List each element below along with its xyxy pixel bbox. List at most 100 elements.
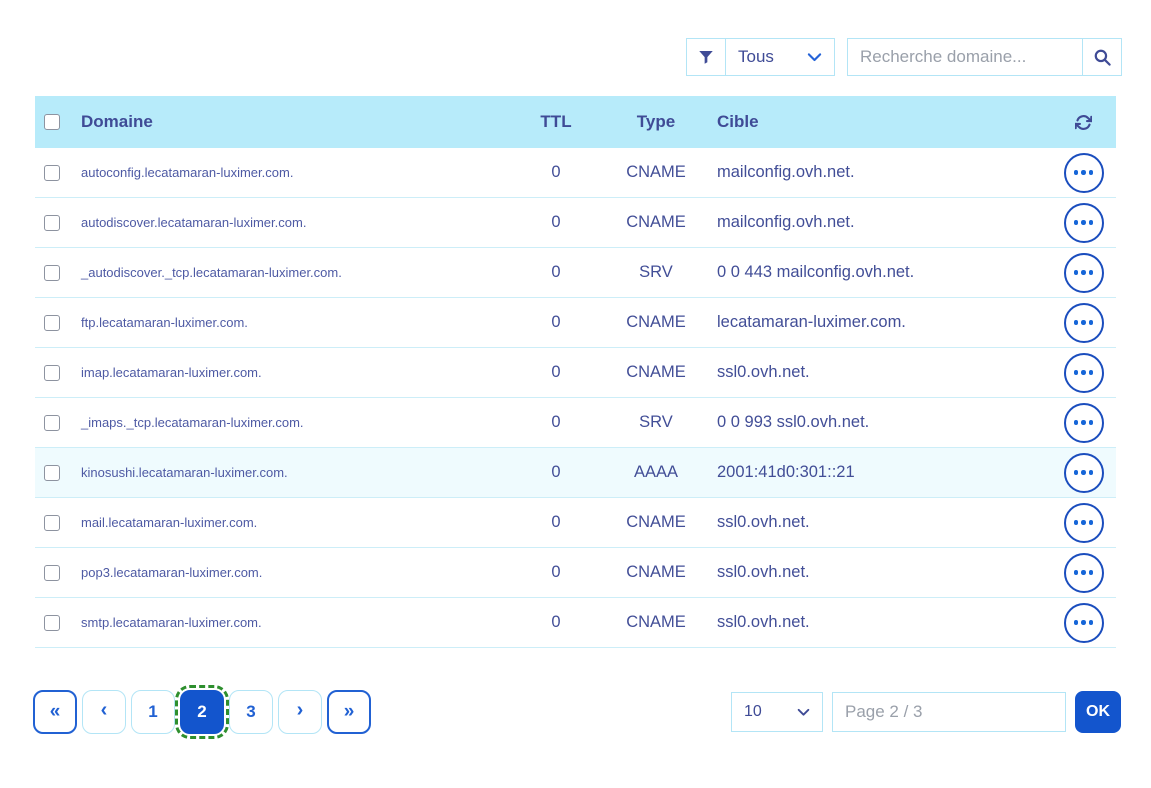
ttl-cell: 0	[551, 563, 561, 581]
select-all-checkbox[interactable]	[44, 114, 60, 130]
refresh-button[interactable]	[1070, 108, 1098, 136]
table-row: imap.lecatamaran-luximer.com. 0 CNAME ss…	[35, 348, 1116, 398]
target-cell: mailconfig.ovh.net.	[717, 163, 855, 181]
first-page-button[interactable]: «	[33, 690, 77, 734]
domain-cell: imap.lecatamaran-luximer.com.	[81, 365, 262, 380]
target-cell: ssl0.ovh.net.	[717, 613, 810, 631]
table-row: pop3.lecatamaran-luximer.com. 0 CNAME ss…	[35, 548, 1116, 598]
prev-page-button[interactable]: ‹	[82, 690, 126, 734]
ellipsis-icon	[1073, 520, 1079, 525]
target-cell: mailconfig.ovh.net.	[717, 213, 855, 231]
page-button-1[interactable]: 1	[131, 690, 175, 734]
target-cell: 0 0 993 ssl0.ovh.net.	[717, 413, 870, 431]
ttl-cell: 0	[551, 363, 561, 381]
type-cell: CNAME	[626, 363, 686, 381]
search-input[interactable]	[847, 38, 1083, 76]
target-cell: ssl0.ovh.net.	[717, 513, 810, 531]
header-domaine: Domaine	[81, 112, 153, 131]
page-controls: 10 OK	[731, 691, 1121, 733]
table-row: _autodiscover._tcp.lecatamaran-luximer.c…	[35, 248, 1116, 298]
row-actions-button[interactable]	[1063, 452, 1104, 493]
ellipsis-icon	[1073, 370, 1079, 375]
type-cell: AAAA	[633, 463, 679, 481]
page-button-3[interactable]: 3	[229, 690, 273, 734]
row-actions-button[interactable]	[1063, 252, 1104, 293]
row-checkbox[interactable]	[44, 564, 60, 581]
filter-type-select[interactable]: Tous	[725, 38, 835, 76]
row-actions-button[interactable]	[1063, 152, 1104, 193]
magnifier-icon	[1093, 48, 1112, 67]
ttl-cell: 0	[551, 513, 561, 531]
chevron-down-icon	[797, 708, 810, 717]
row-actions-button[interactable]	[1063, 352, 1104, 393]
row-checkbox[interactable]	[44, 314, 60, 331]
type-cell: CNAME	[626, 563, 686, 581]
header-cible: Cible	[717, 112, 759, 131]
filter-select-value: Tous	[738, 47, 774, 66]
row-checkbox[interactable]	[44, 264, 60, 281]
ttl-cell: 0	[551, 313, 561, 331]
target-cell: ssl0.ovh.net.	[717, 563, 810, 581]
domain-cell: pop3.lecatamaran-luximer.com.	[81, 565, 263, 580]
table-row: ftp.lecatamaran-luximer.com. 0 CNAME lec…	[35, 298, 1116, 348]
row-actions-button[interactable]	[1063, 602, 1104, 643]
row-actions-button[interactable]	[1063, 202, 1104, 243]
domain-cell: autoconfig.lecatamaran-luximer.com.	[81, 165, 294, 180]
ttl-cell: 0	[551, 263, 561, 281]
row-checkbox[interactable]	[44, 164, 60, 181]
row-checkbox[interactable]	[44, 214, 60, 231]
row-actions-button[interactable]	[1063, 502, 1104, 543]
ellipsis-icon	[1073, 220, 1079, 225]
ttl-cell: 0	[551, 463, 561, 481]
domain-cell: _autodiscover._tcp.lecatamaran-luximer.c…	[81, 265, 342, 280]
ellipsis-icon	[1073, 170, 1079, 175]
row-checkbox[interactable]	[44, 364, 60, 381]
type-cell: SRV	[639, 263, 673, 281]
table-row: smtp.lecatamaran-luximer.com. 0 CNAME ss…	[35, 598, 1116, 648]
ttl-cell: 0	[551, 163, 561, 181]
row-actions-button[interactable]	[1063, 402, 1104, 443]
table-row: _imaps._tcp.lecatamaran-luximer.com. 0 S…	[35, 398, 1116, 448]
table-body: autoconfig.lecatamaran-luximer.com. 0 CN…	[35, 148, 1116, 648]
funnel-icon	[697, 48, 715, 66]
domain-cell: mail.lecatamaran-luximer.com.	[81, 515, 258, 530]
ellipsis-icon	[1073, 420, 1079, 425]
ttl-cell: 0	[551, 613, 561, 631]
type-cell: CNAME	[626, 513, 686, 531]
search-button[interactable]	[1082, 38, 1122, 76]
refresh-icon	[1075, 114, 1092, 131]
next-page-button[interactable]: ›	[278, 690, 322, 734]
last-page-button[interactable]: »	[327, 690, 371, 734]
row-checkbox[interactable]	[44, 614, 60, 631]
row-actions-button[interactable]	[1063, 552, 1104, 593]
type-cell: CNAME	[626, 313, 686, 331]
table-row: kinosushi.lecatamaran-luximer.com. 0 AAA…	[35, 448, 1116, 498]
header-type: Type	[636, 112, 676, 131]
table-row: autoconfig.lecatamaran-luximer.com. 0 CN…	[35, 148, 1116, 198]
type-cell: CNAME	[626, 163, 686, 181]
ellipsis-icon	[1073, 620, 1079, 625]
target-cell: 2001:41d0:301::21	[717, 463, 855, 481]
table-header: Domaine TTL Type Cible	[35, 96, 1116, 148]
row-checkbox[interactable]	[44, 514, 60, 531]
toolbar: Tous	[0, 38, 1122, 76]
ok-button[interactable]: OK	[1075, 691, 1121, 733]
ttl-cell: 0	[551, 213, 561, 231]
row-actions-button[interactable]	[1063, 302, 1104, 343]
page-button-2[interactable]: 2	[175, 685, 229, 739]
table-row: autodiscover.lecatamaran-luximer.com. 0 …	[35, 198, 1116, 248]
type-cell: SRV	[639, 413, 673, 431]
domain-cell: _imaps._tcp.lecatamaran-luximer.com.	[81, 415, 304, 430]
target-cell: 0 0 443 mailconfig.ovh.net.	[717, 263, 915, 281]
row-checkbox[interactable]	[44, 414, 60, 431]
target-cell: lecatamaran-luximer.com.	[717, 313, 906, 331]
dns-records-table: Domaine TTL Type Cible autoconfig.lecata…	[35, 96, 1116, 648]
page-input[interactable]	[832, 692, 1066, 732]
row-checkbox[interactable]	[44, 464, 60, 481]
page-size-select[interactable]: 10	[731, 692, 823, 732]
filter-button[interactable]	[686, 38, 726, 76]
domain-cell: ftp.lecatamaran-luximer.com.	[81, 315, 248, 330]
target-cell: ssl0.ovh.net.	[717, 363, 810, 381]
domain-cell: kinosushi.lecatamaran-luximer.com.	[81, 465, 288, 480]
